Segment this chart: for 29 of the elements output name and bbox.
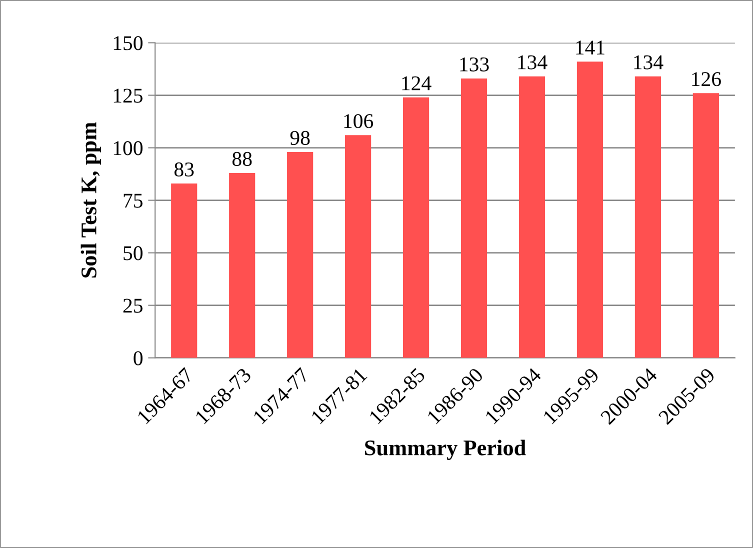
bar	[692, 93, 719, 358]
data-label: 83	[174, 162, 194, 176]
bar	[402, 97, 430, 358]
bar	[345, 135, 372, 358]
data-label: 133	[460, 57, 489, 72]
data-label: 141	[576, 40, 604, 54]
bar	[576, 62, 604, 358]
data-label: 124	[402, 76, 432, 90]
y-tick-label: 25	[123, 298, 142, 313]
bar	[518, 76, 546, 358]
y-axis-title: Soil Test K, ppm	[80, 122, 101, 278]
data-label: 88	[232, 152, 252, 166]
y-tick-label: 150	[114, 36, 143, 50]
y-tick-label: 125	[114, 88, 142, 103]
bar	[229, 172, 256, 358]
data-label: 134	[518, 55, 548, 70]
data-label: 106	[344, 114, 374, 128]
y-tick-label: 50	[124, 246, 143, 260]
bar	[171, 183, 198, 358]
bar	[634, 76, 661, 358]
data-label: 98	[290, 130, 310, 145]
bar	[287, 152, 314, 358]
x-axis-title: Summary Period	[365, 440, 526, 460]
y-tick-label: 75	[124, 194, 142, 208]
y-tick-label: 100	[114, 141, 143, 156]
bar	[460, 78, 488, 358]
data-label: 134	[634, 55, 664, 70]
y-tick-label: 0	[134, 351, 143, 366]
data-label: 126	[692, 72, 721, 86]
